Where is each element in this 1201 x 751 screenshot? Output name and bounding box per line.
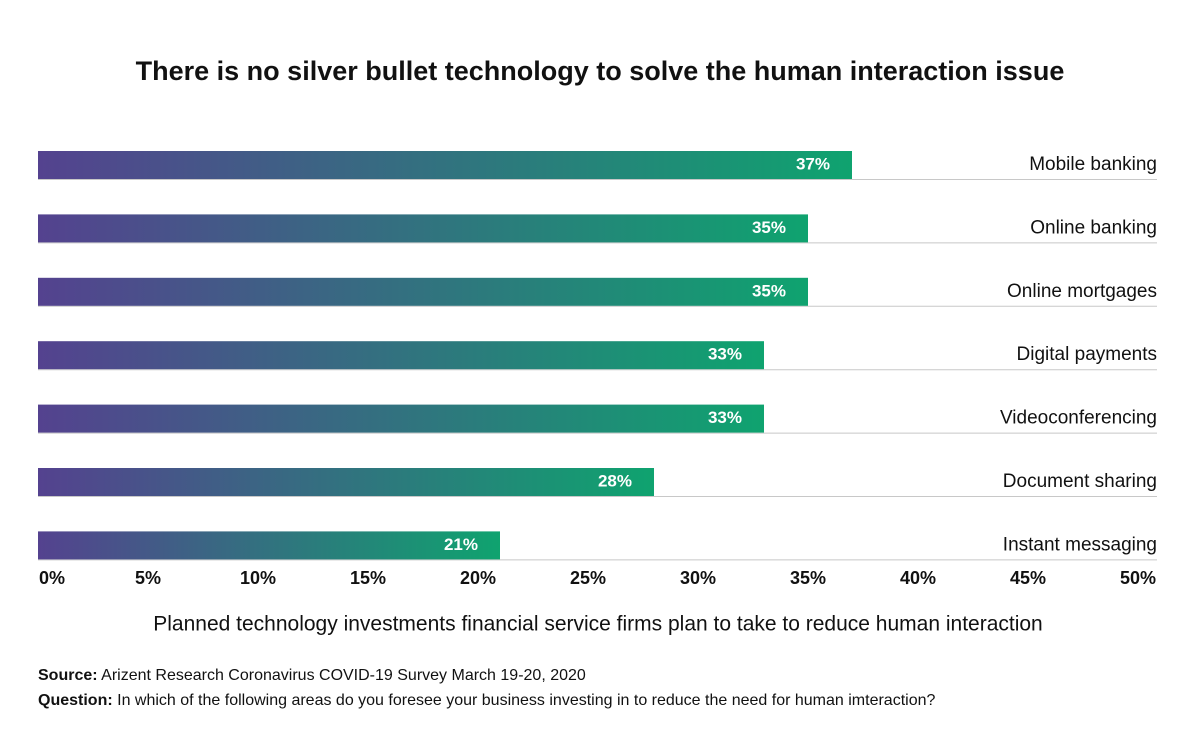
- bar: [38, 151, 852, 179]
- x-tick-label: 40%: [900, 568, 936, 588]
- value-label: 37%: [796, 154, 830, 173]
- x-tick-label: 20%: [460, 568, 496, 588]
- value-label: 28%: [598, 471, 632, 490]
- x-tick-label: 50%: [1120, 568, 1156, 588]
- category-label: Document sharing: [1003, 471, 1157, 492]
- source: Source: Arizent Research Coronavirus COV…: [38, 667, 586, 684]
- x-tick-label: 25%: [570, 568, 606, 588]
- value-label: 33%: [708, 345, 742, 364]
- category-label: Online mortgages: [1007, 281, 1157, 302]
- chart-title: There is no silver bullet technology to …: [136, 56, 1065, 86]
- bar: [38, 277, 808, 306]
- x-tick-label: 0%: [39, 568, 65, 588]
- x-tick-label: 45%: [1010, 568, 1046, 588]
- value-label: 35%: [752, 281, 786, 300]
- category-label: Mobile banking: [1029, 154, 1157, 175]
- x-tick-label: 15%: [350, 568, 386, 588]
- value-label: 35%: [752, 218, 786, 237]
- category-label: Online banking: [1030, 217, 1157, 238]
- bar: [38, 341, 764, 370]
- category-label: Digital payments: [1017, 344, 1157, 365]
- value-label: 21%: [444, 535, 478, 554]
- category-label: Videoconferencing: [1000, 408, 1157, 429]
- x-axis-label: Planned technology investments financial…: [153, 613, 1043, 636]
- value-label: 33%: [708, 408, 742, 427]
- bar: [38, 404, 764, 433]
- x-tick-label: 10%: [240, 568, 276, 588]
- question-text: In which of the following areas do you f…: [117, 692, 935, 709]
- bar: [38, 531, 500, 560]
- source-label: Source:: [38, 667, 98, 684]
- question-label: Question:: [38, 692, 113, 709]
- x-tick-label: 30%: [680, 568, 716, 588]
- x-tick-label: 35%: [790, 568, 826, 588]
- question: Question: In which of the following area…: [38, 692, 935, 709]
- bar: [38, 468, 654, 496]
- x-tick-label: 5%: [135, 568, 161, 588]
- source-text: Arizent Research Coronavirus COVID-19 Su…: [101, 667, 586, 684]
- category-label: Instant messaging: [1003, 534, 1157, 555]
- bar: [38, 214, 808, 243]
